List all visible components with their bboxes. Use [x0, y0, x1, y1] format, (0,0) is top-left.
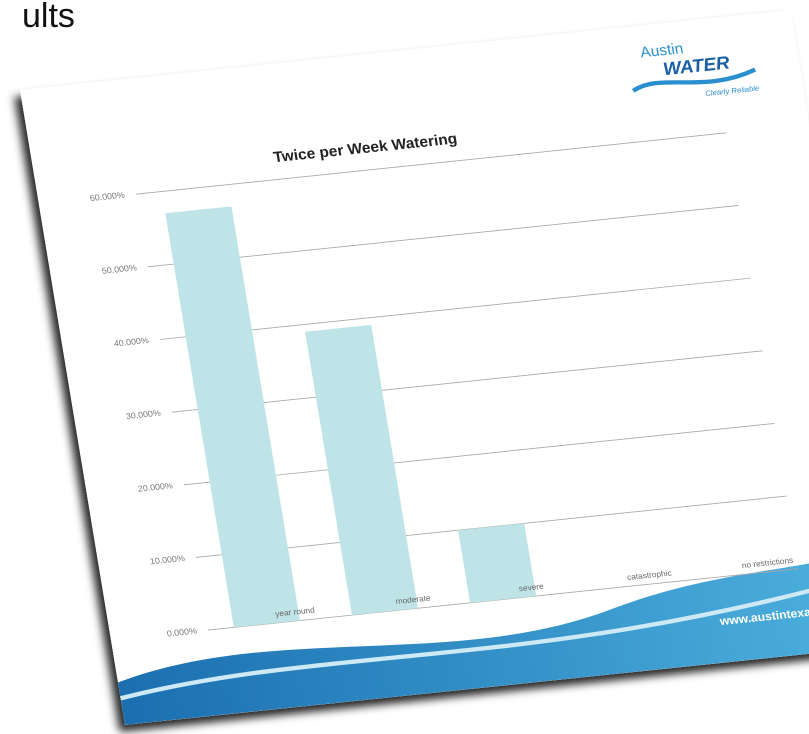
grid-line: [183, 423, 775, 486]
grid-line: [147, 205, 739, 268]
footer-wave: [118, 544, 809, 725]
bar: [165, 206, 300, 628]
grid-line: [135, 132, 727, 195]
grid-line: [195, 495, 787, 558]
background-text: ults: [22, 0, 75, 35]
wave-line: [119, 568, 809, 701]
y-tick-label: 60.000%: [89, 190, 126, 203]
y-tick-label: 0.000%: [166, 626, 198, 639]
plot: 0.000% 10.000% 20.000% 30.000% 40.000% 50.000…: [89, 132, 799, 639]
y-tick-label: 50.000%: [101, 262, 138, 275]
y-tick-label: 10.000%: [149, 553, 186, 566]
bar: [305, 324, 419, 616]
logo-name: Austin: [639, 40, 684, 61]
bar: [458, 523, 537, 603]
x-tick-label: moderate: [395, 594, 432, 606]
grid-line: [159, 277, 751, 340]
x-tick-label: year round: [275, 606, 316, 619]
y-tick-label: 20.000%: [137, 480, 174, 493]
logo-wave: [631, 67, 757, 93]
x-tick-label: severe: [518, 582, 545, 593]
y-tick-label: 30.000%: [125, 408, 162, 421]
slide: www.austintexas.gov/water Austin WATER C…: [20, 9, 809, 725]
grid-line: [171, 350, 763, 413]
y-tick-label: 40.000%: [113, 335, 150, 348]
